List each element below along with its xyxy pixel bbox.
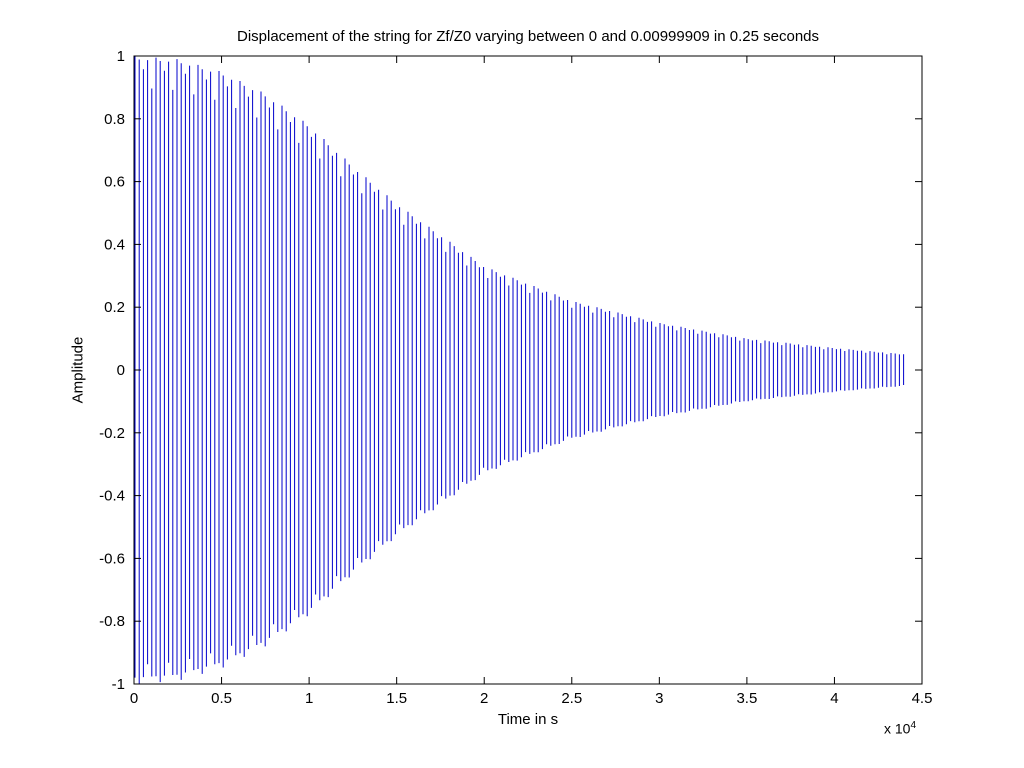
x-tick-label: 0.5 bbox=[211, 690, 232, 707]
x-tick-label: 4 bbox=[830, 690, 838, 707]
y-tick-label: -0.8 bbox=[99, 613, 125, 630]
y-tick-label: -1 bbox=[112, 676, 125, 693]
x-tick-label: 1 bbox=[305, 690, 313, 707]
x-tick-label: 2.5 bbox=[561, 690, 582, 707]
x-tick-label: 3 bbox=[655, 690, 663, 707]
y-tick-label: -0.4 bbox=[99, 488, 125, 505]
y-axis-label: Amplitude bbox=[69, 336, 87, 404]
y-tick-label: 0 bbox=[117, 362, 125, 379]
y-tick-label: -0.2 bbox=[99, 425, 125, 442]
x-tick-label: 4.5 bbox=[912, 690, 933, 707]
x-tick-label: 2 bbox=[480, 690, 488, 707]
chart-title: Displacement of the string for Zf/Z0 var… bbox=[236, 28, 820, 45]
y-tick-label: -0.6 bbox=[99, 550, 125, 567]
x-tick-label: 1.5 bbox=[386, 690, 407, 707]
signal-series-0 bbox=[134, 56, 905, 684]
x-axis-multiplier: x 104 bbox=[884, 720, 917, 737]
x-tick-label: 0 bbox=[130, 690, 138, 707]
y-tick-label: 0.4 bbox=[104, 236, 125, 253]
y-tick-label: 0.6 bbox=[104, 174, 125, 191]
y-tick-label: 1 bbox=[117, 48, 125, 65]
x-tick-label: 3.5 bbox=[736, 690, 757, 707]
x-axis-label: Time in s bbox=[497, 711, 559, 728]
y-tick-label: 0.8 bbox=[104, 111, 125, 128]
y-tick-label: 0.2 bbox=[104, 299, 125, 316]
